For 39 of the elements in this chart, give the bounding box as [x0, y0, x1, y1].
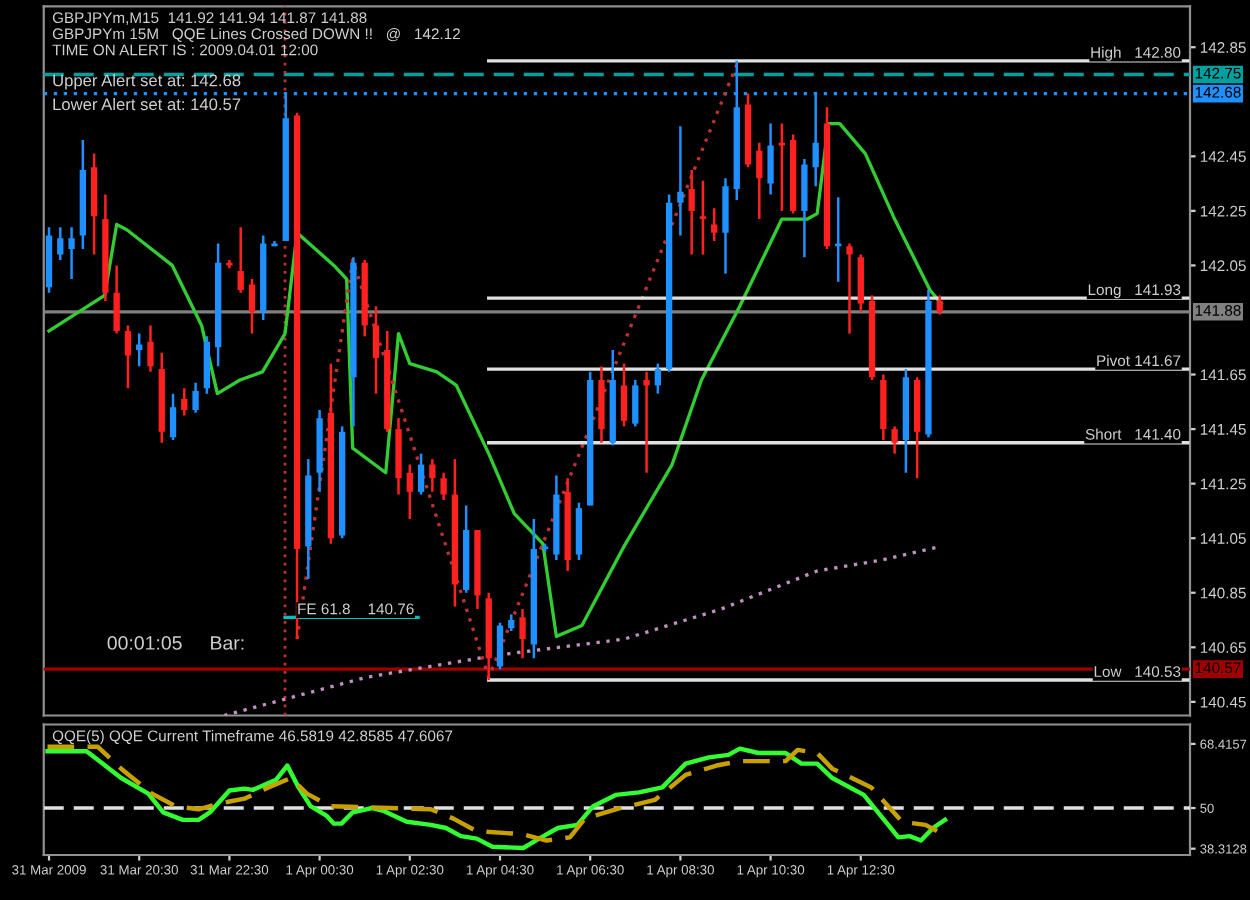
- candlestick: [722, 176, 729, 275]
- annotation: Lower Alert set at: 140.57: [53, 97, 241, 111]
- candlestick: [688, 168, 695, 256]
- candlestick: [891, 425, 898, 455]
- candlestick: [519, 607, 526, 660]
- candlestick: [248, 277, 256, 335]
- candlestick: [801, 157, 808, 259]
- candlestick: [429, 457, 436, 494]
- candlestick: [406, 463, 413, 521]
- candlestick: [677, 125, 684, 237]
- candlestick: [68, 225, 75, 281]
- candlestick: [124, 324, 132, 390]
- candlestick: [440, 471, 447, 502]
- candlestick: [846, 242, 853, 335]
- candlestick: [237, 225, 244, 294]
- candlestick: [57, 225, 64, 262]
- candlestick: [181, 386, 188, 417]
- annotation: 00:01:05 Bar:: [107, 636, 244, 650]
- candlestick: [756, 141, 763, 221]
- candlestick: [936, 294, 943, 316]
- candlestick: [699, 179, 707, 256]
- candlestick: [417, 452, 425, 496]
- candlestick: [711, 206, 718, 243]
- candlestick: [857, 253, 864, 314]
- candlestick: [632, 378, 639, 428]
- candlestick: [192, 381, 199, 414]
- candlestick: [643, 370, 650, 474]
- candlestick: [203, 335, 211, 395]
- line-series: [47, 121, 943, 639]
- candlestick: [496, 621, 504, 671]
- candlestick: [654, 362, 661, 395]
- candlestick: [620, 362, 628, 428]
- candlestick: [147, 324, 154, 374]
- candlestick: [169, 392, 177, 442]
- candlestick: [767, 122, 774, 196]
- candlestick: [113, 264, 120, 335]
- candlestick: [372, 305, 380, 395]
- annotation: Upper Alert set at: 142.68: [53, 74, 241, 90]
- candlestick: [575, 501, 583, 562]
